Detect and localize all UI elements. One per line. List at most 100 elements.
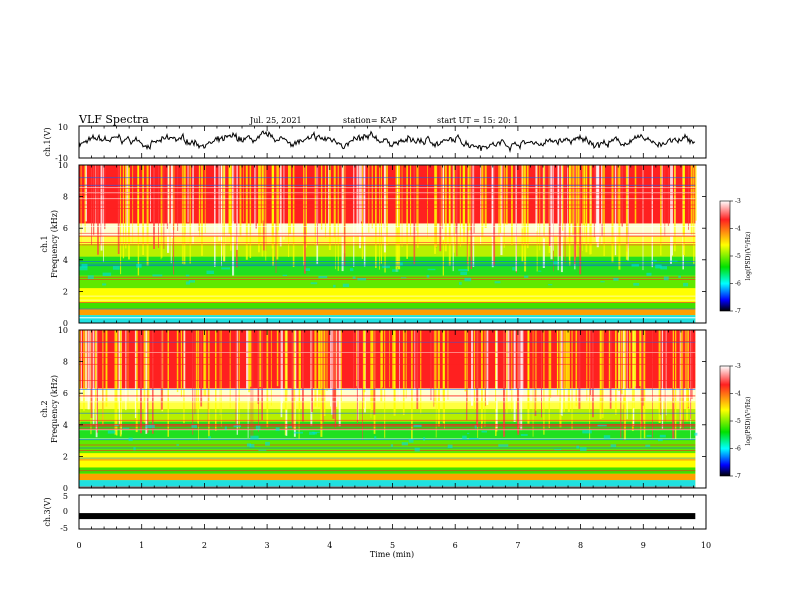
spectrogram-streak bbox=[119, 330, 122, 437]
spectrogram-speckle bbox=[102, 272, 112, 276]
spectrogram-streak bbox=[571, 330, 573, 431]
spectrogram-speckle bbox=[352, 276, 356, 279]
spectrogram-line bbox=[79, 317, 696, 318]
spectrogram-streak bbox=[353, 165, 355, 267]
spectrogram-streak bbox=[299, 330, 301, 412]
start-time-label: start UT = 15: 20: 1 bbox=[437, 116, 518, 125]
spectrogram-streak bbox=[285, 330, 288, 411]
spectrogram-speckle bbox=[374, 436, 377, 439]
spectrogram-line bbox=[79, 419, 696, 421]
spectrogram-streak bbox=[223, 165, 225, 262]
spectrogram-streak bbox=[328, 165, 330, 230]
spectrogram-streak bbox=[219, 330, 221, 416]
spectrogram-streak bbox=[236, 330, 238, 435]
spectrogram-streak bbox=[539, 165, 541, 251]
spectrogram-streak bbox=[481, 330, 483, 429]
spectrogram-streak bbox=[118, 330, 120, 426]
spectrogram-streak bbox=[482, 330, 483, 424]
spectrogram-streak bbox=[218, 165, 220, 241]
spectrogram-streak bbox=[682, 165, 685, 237]
spectrogram-line bbox=[79, 425, 696, 426]
spectrogram-speckle bbox=[520, 434, 528, 436]
spectrogram-speckle bbox=[658, 439, 663, 442]
spectrogram-speckle bbox=[694, 432, 698, 436]
spectrogram-streak bbox=[500, 165, 503, 256]
ch1-waveform-panel: 10 -10 ch.1(V) bbox=[43, 123, 707, 163]
spectrogram-speckle bbox=[318, 275, 328, 279]
spectrogram-streak bbox=[643, 330, 645, 420]
time-axis-label: Time (min) bbox=[370, 550, 414, 559]
ch1-spectrogram-image bbox=[79, 165, 697, 323]
spectrogram-streak bbox=[370, 330, 371, 405]
colorbar-tick-label: -6 bbox=[735, 446, 741, 453]
spectrogram-streak bbox=[356, 330, 358, 387]
spectrogram-band bbox=[79, 302, 696, 309]
spectrogram-speckle bbox=[464, 277, 472, 282]
spectrogram-streak bbox=[695, 165, 697, 221]
spectrogram-streak bbox=[548, 330, 550, 428]
spectrogram-streak bbox=[324, 165, 327, 238]
spectrogram-streak bbox=[337, 165, 339, 271]
spectrogram-streak bbox=[507, 330, 510, 402]
spectrogram-streak bbox=[442, 165, 444, 241]
spectrogram-streak bbox=[601, 165, 603, 244]
spectrogram-streak bbox=[680, 330, 682, 428]
spectrogram-streak bbox=[600, 330, 602, 405]
station-label: station= KAP bbox=[343, 116, 398, 125]
spectrogram-streak bbox=[103, 165, 104, 263]
spectrogram-streak bbox=[611, 165, 614, 263]
spectrogram-streak bbox=[563, 330, 565, 412]
spectrogram-streak bbox=[353, 330, 355, 389]
spectrogram-streak bbox=[575, 165, 577, 259]
spectrogram-line bbox=[79, 424, 696, 426]
spectrogram-streak bbox=[506, 330, 508, 414]
spectrogram-speckle bbox=[401, 442, 408, 446]
spectrogram-streak bbox=[472, 165, 475, 267]
spectrogram-streak bbox=[283, 165, 285, 240]
spectrogram-speckle bbox=[133, 447, 136, 451]
spectrogram-speckle bbox=[310, 282, 318, 285]
spectrogram-streak bbox=[471, 330, 474, 406]
spectrogram-streak bbox=[238, 330, 240, 429]
ch1-colorbar: -3 -4 -5 -6 -7 log(PSD)(V²/Hz) bbox=[719, 198, 752, 315]
spectrogram-streak bbox=[152, 330, 154, 434]
spectrogram-streak bbox=[189, 165, 191, 264]
spectrogram-streak bbox=[417, 165, 419, 248]
spectrogram-streak bbox=[615, 330, 617, 415]
spectrogram-streak bbox=[686, 330, 689, 407]
spectrogram-speckle bbox=[265, 441, 270, 446]
spectrogram-streak bbox=[517, 330, 519, 435]
spectrogram-streak bbox=[682, 330, 684, 429]
spectrogram-streak bbox=[167, 330, 169, 437]
spectrogram-streak bbox=[372, 330, 374, 410]
spectrogram-streak bbox=[521, 165, 523, 229]
spectrogram-line bbox=[79, 226, 696, 227]
spectrogram-line bbox=[79, 428, 696, 430]
spectrogram-speckle bbox=[460, 271, 468, 275]
colorbar-tick-label: -6 bbox=[735, 281, 741, 288]
spectrogram-speckle bbox=[582, 430, 592, 434]
spectrogram-line bbox=[79, 208, 696, 209]
spectrogram-streak bbox=[503, 330, 506, 437]
spectrogram-streak bbox=[255, 165, 257, 229]
spectrogram-streak bbox=[380, 330, 383, 402]
spectrogram-streak bbox=[643, 330, 646, 439]
spectrogram-speckle bbox=[81, 263, 88, 268]
spectrogram-line bbox=[79, 444, 696, 446]
spectrogram-line bbox=[79, 177, 696, 179]
ch3-waveform-ylabel: ch.3(V) bbox=[43, 497, 52, 526]
ch1-waveform-ylabel: ch.1(V) bbox=[43, 127, 52, 156]
spectrogram-streak bbox=[214, 165, 216, 267]
spectrogram-streak bbox=[567, 330, 570, 412]
spectrogram-ytick-label: 2 bbox=[63, 452, 68, 461]
time-tick-label: 4 bbox=[327, 541, 332, 550]
spectrogram-streak bbox=[416, 165, 417, 231]
spectrogram-line bbox=[79, 242, 696, 243]
spectrogram-speckle bbox=[663, 276, 669, 281]
spectrogram-speckle bbox=[246, 443, 252, 447]
spectrogram-streak bbox=[486, 330, 489, 405]
spectrogram-band bbox=[79, 440, 696, 454]
colorbar-tick-label: -7 bbox=[735, 473, 741, 480]
ch2-colorbar: -3 -4 -5 -6 -7 log(PSD)(V²/Hz) bbox=[719, 363, 752, 480]
spectrogram-line bbox=[79, 470, 696, 472]
